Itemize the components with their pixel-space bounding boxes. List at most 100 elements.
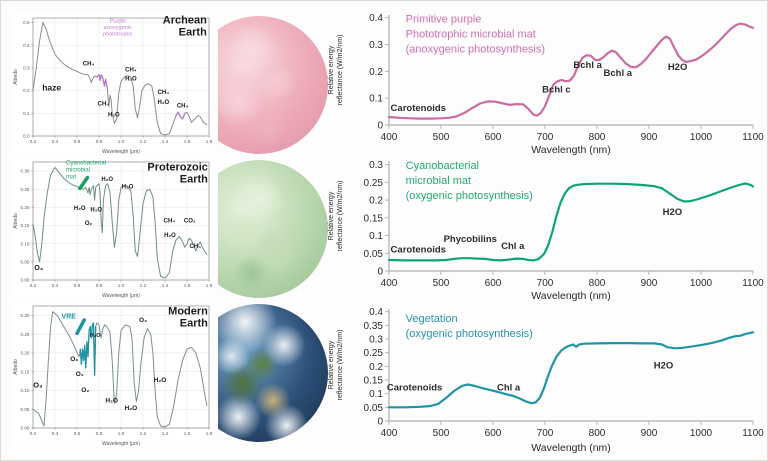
svg-text:Bchl a: Bchl a <box>604 68 633 79</box>
svg-text:0.10: 0.10 <box>21 388 30 393</box>
svg-text:0.25: 0.25 <box>364 348 384 359</box>
svg-text:900: 900 <box>641 428 658 439</box>
svg-text:O₃: O₃ <box>76 371 84 378</box>
svg-text:1100: 1100 <box>742 278 764 289</box>
svg-text:700: 700 <box>537 132 554 143</box>
svg-text:Albedo: Albedo <box>13 213 19 229</box>
svg-text:0.6: 0.6 <box>74 431 81 436</box>
proterozoic-planet-sphere <box>218 160 328 298</box>
svg-text:700: 700 <box>537 428 554 439</box>
svg-text:H₂O: H₂O <box>105 397 118 404</box>
svg-text:1.6: 1.6 <box>184 431 191 436</box>
svg-text:Phycobilins: Phycobilins <box>444 234 497 245</box>
svg-text:1.8: 1.8 <box>206 139 213 144</box>
svg-text:0.05: 0.05 <box>21 259 30 264</box>
svg-text:900: 900 <box>641 132 658 143</box>
svg-text:0.2: 0.2 <box>369 67 383 78</box>
svg-text:1.8: 1.8 <box>206 283 213 288</box>
svg-text:Bchl a: Bchl a <box>573 60 602 71</box>
purple-mat-spectrum-chart: 400 500 600 700 800 900 1000 1100 0 0.1 0.2 0.3 0.4 W… <box>328 13 764 156</box>
svg-text:H₂O: H₂O <box>108 113 120 119</box>
svg-text:H₂O: H₂O <box>101 177 113 183</box>
svg-text:1.0: 1.0 <box>118 139 125 144</box>
svg-text:CH₄: CH₄ <box>164 219 176 225</box>
svg-text:Wavelength (nm): Wavelength (nm) <box>531 144 611 156</box>
svg-text:0.00: 0.00 <box>21 278 30 283</box>
svg-text:0.15: 0.15 <box>364 213 384 224</box>
modern-albedo-chart: 0.2 0.4 0.6 0.8 1.0 1.2 1.4 1.6 1.8 0.00 0.05 0.10 0… <box>11 301 215 447</box>
svg-text:VRE: VRE <box>62 313 77 320</box>
svg-text:1.4: 1.4 <box>162 139 169 144</box>
svg-text:0.00: 0.00 <box>21 426 30 431</box>
svg-text:O₃: O₃ <box>34 265 43 272</box>
svg-text:H₂O: H₂O <box>158 100 170 106</box>
svg-text:Relative energy: Relative energy <box>328 340 335 389</box>
svg-text:400: 400 <box>381 428 398 439</box>
svg-text:0.6: 0.6 <box>74 139 81 144</box>
svg-text:1100: 1100 <box>742 132 764 143</box>
svg-text:Relative energy: Relative energy <box>328 191 335 240</box>
svg-text:Wavelength (nm): Wavelength (nm) <box>531 290 611 302</box>
svg-text:0.1: 0.1 <box>369 389 383 400</box>
svg-text:0.2: 0.2 <box>23 88 30 93</box>
svg-text:1.6: 1.6 <box>184 139 191 144</box>
svg-text:0.8: 0.8 <box>96 283 103 288</box>
svg-text:H₂O: H₂O <box>90 208 102 214</box>
svg-text:1000: 1000 <box>690 428 713 439</box>
svg-text:600: 600 <box>485 278 502 289</box>
svg-text:1100: 1100 <box>742 428 764 439</box>
svg-text:0.25: 0.25 <box>21 332 30 337</box>
svg-text:1.0: 1.0 <box>118 431 125 436</box>
svg-text:O₂: O₂ <box>139 317 147 324</box>
svg-text:CH₄: CH₄ <box>189 244 201 250</box>
svg-text:0.1: 0.1 <box>369 231 383 242</box>
svg-text:0.3: 0.3 <box>23 66 30 71</box>
svg-text:H2O: H2O <box>668 62 688 73</box>
svg-text:1000: 1000 <box>690 132 713 143</box>
svg-text:0.05: 0.05 <box>364 249 384 260</box>
svg-text:0: 0 <box>377 267 383 278</box>
svg-text:0.3: 0.3 <box>369 335 383 346</box>
svg-text:0.1: 0.1 <box>369 94 383 105</box>
svg-text:0.1: 0.1 <box>23 111 30 116</box>
svg-text:1.2: 1.2 <box>140 139 147 144</box>
svg-text:CH₄: CH₄ <box>158 90 170 96</box>
svg-text:0.25: 0.25 <box>21 187 30 192</box>
svg-text:0.15: 0.15 <box>21 369 30 374</box>
svg-text:1.8: 1.8 <box>206 431 213 436</box>
svg-text:reflectance (W/m2/nm): reflectance (W/m2/nm) <box>337 181 344 252</box>
proterozoic-planet <box>218 160 330 298</box>
svg-text:0.25: 0.25 <box>364 178 384 189</box>
svg-text:0.8: 0.8 <box>96 431 103 436</box>
svg-text:H₂O: H₂O <box>90 333 101 339</box>
svg-text:1.4: 1.4 <box>162 283 169 288</box>
svg-text:0.15: 0.15 <box>21 223 30 228</box>
svg-text:0.20: 0.20 <box>21 205 30 210</box>
svg-text:O₂: O₂ <box>81 387 89 394</box>
svg-text:600: 600 <box>485 428 502 439</box>
svg-text:Wavelength (μm): Wavelength (μm) <box>102 149 140 155</box>
svg-text:0.2: 0.2 <box>369 362 383 373</box>
svg-text:O₃: O₃ <box>70 356 78 363</box>
svg-text:0.8: 0.8 <box>96 139 103 144</box>
svg-text:0.3: 0.3 <box>369 160 383 171</box>
svg-text:0: 0 <box>377 121 383 132</box>
modern-earth-planet <box>218 304 330 442</box>
svg-text:H₂O: H₂O <box>125 76 137 82</box>
svg-text:0.5: 0.5 <box>23 20 30 25</box>
svg-text:0.30: 0.30 <box>21 169 30 174</box>
svg-text:O₂: O₂ <box>85 221 93 227</box>
svg-text:H₂O: H₂O <box>154 377 167 384</box>
svg-text:0.6: 0.6 <box>74 283 81 288</box>
svg-text:0.4: 0.4 <box>52 431 59 436</box>
svg-text:Chl a: Chl a <box>497 382 521 393</box>
svg-text:0.2: 0.2 <box>30 139 37 144</box>
svg-text:haze: haze <box>42 83 61 93</box>
svg-text:0.4: 0.4 <box>52 139 59 144</box>
svg-text:1.4: 1.4 <box>162 431 169 436</box>
svg-text:0.2: 0.2 <box>30 283 37 288</box>
svg-text:0: 0 <box>377 417 383 428</box>
